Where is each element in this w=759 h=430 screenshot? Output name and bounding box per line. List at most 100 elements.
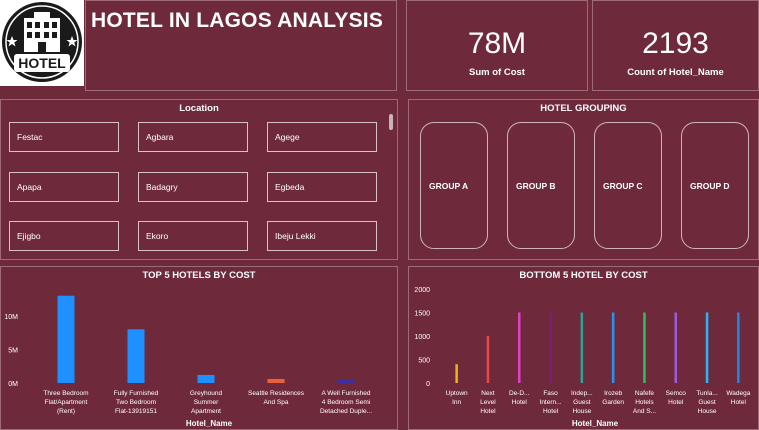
x-axis-label: Hotel_Name bbox=[572, 419, 619, 428]
location-item[interactable]: Agege bbox=[267, 122, 377, 152]
bar bbox=[643, 312, 646, 383]
hotel-logo: HOTEL bbox=[0, 0, 84, 86]
group-label: GROUP C bbox=[603, 181, 643, 191]
x-tick-label: Semco bbox=[666, 390, 687, 397]
x-tick-label: A Well Furnished bbox=[321, 390, 370, 397]
group-a-button[interactable]: GROUP A bbox=[420, 122, 488, 249]
x-tick-label: Next bbox=[481, 390, 495, 397]
x-tick-label: Irozeb bbox=[604, 390, 622, 397]
bar bbox=[549, 312, 552, 383]
x-tick-label: Hotels bbox=[635, 399, 654, 406]
kpi-value: 78M bbox=[467, 27, 527, 60]
x-tick-label: Flat/Apartment bbox=[45, 399, 88, 406]
y-tick-label: 500 bbox=[418, 358, 430, 365]
y-tick-label: 1000 bbox=[414, 334, 430, 341]
bar bbox=[57, 295, 75, 383]
page-title: HOTEL IN LAGOS ANALYSIS bbox=[91, 9, 384, 32]
x-tick-label: Faso bbox=[543, 390, 558, 397]
bottom5-chart-title: BOTTOM 5 HOTEL BY COST bbox=[519, 270, 648, 281]
bottom5-chart-panel: BOTTOM 5 HOTEL BY COST 0 500 1000 1500 2000 U… bbox=[408, 266, 759, 430]
x-tick-label: Garden bbox=[602, 399, 624, 406]
y-tick-label: 0 bbox=[426, 381, 430, 388]
bottom5-chart: 0 500 1000 1500 2000 Uptown Inn Next Level Hotel D… bbox=[414, 287, 750, 428]
x-tick-label: Level bbox=[480, 399, 496, 406]
bar bbox=[611, 312, 615, 383]
bar bbox=[337, 379, 355, 383]
bar bbox=[197, 374, 215, 383]
location-slicer-title: Location bbox=[179, 103, 219, 114]
top5-chart-title: TOP 5 HOTELS BY COST bbox=[142, 270, 256, 281]
location-item[interactable]: Festac bbox=[9, 122, 119, 152]
x-tick-label: Flat-13919151 bbox=[115, 408, 157, 415]
x-tick-label: And Spa bbox=[264, 399, 289, 406]
bar bbox=[455, 364, 458, 383]
kpi-label: Count of Hotel_Name bbox=[627, 67, 724, 78]
x-tick-label: Tunla... bbox=[696, 390, 718, 397]
x-tick-label: Hotel bbox=[731, 399, 747, 406]
x-tick-label: Intern... bbox=[540, 399, 562, 406]
hotel-logo-graphic: HOTEL bbox=[2, 2, 82, 82]
bar bbox=[127, 329, 145, 383]
group-b-button[interactable]: GROUP B bbox=[507, 122, 575, 249]
location-item[interactable]: Agbara bbox=[138, 122, 248, 152]
x-tick-label: Uptown bbox=[446, 390, 468, 397]
x-tick-label: Guest bbox=[573, 399, 591, 406]
x-tick-label: Wadega bbox=[726, 390, 750, 397]
bar bbox=[580, 312, 584, 383]
x-tick-label: House bbox=[572, 408, 591, 415]
x-tick-label: Hotel bbox=[668, 399, 684, 406]
x-tick-label: Apartment bbox=[191, 408, 221, 415]
top5-chart-panel: TOP 5 HOTELS BY COST 0M 5M 10M Three Bedroo… bbox=[0, 266, 398, 430]
hotel-grouping-title: HOTEL GROUPING bbox=[540, 103, 627, 114]
x-tick-label: (Rent) bbox=[57, 408, 75, 415]
x-tick-label: Indep... bbox=[571, 390, 593, 397]
bar bbox=[267, 378, 285, 383]
x-tick-label: Hotel bbox=[480, 408, 496, 415]
x-tick-label: De-D... bbox=[509, 390, 530, 397]
title-panel: HOTEL IN LAGOS ANALYSIS bbox=[85, 0, 397, 91]
x-tick-label: 4 Bedroom Semi bbox=[322, 399, 370, 406]
group-label: GROUP B bbox=[516, 181, 556, 191]
y-tick-label: 2000 bbox=[414, 287, 430, 294]
y-tick-label: 10M bbox=[4, 314, 18, 321]
x-tick-label: Summer bbox=[194, 399, 219, 406]
location-item[interactable]: Ekoro bbox=[138, 221, 248, 251]
x-tick-label: Greyhound bbox=[190, 390, 223, 397]
x-tick-label: Guest bbox=[698, 399, 716, 406]
bar bbox=[518, 312, 521, 383]
x-tick-label: Nafefe bbox=[635, 390, 655, 397]
y-tick-label: 0M bbox=[8, 381, 18, 388]
bar bbox=[705, 312, 709, 383]
x-tick-label: Inn bbox=[452, 399, 461, 406]
x-tick-label: Hotel bbox=[512, 399, 528, 406]
kpi-card-count: 2193 Count of Hotel_Name bbox=[592, 0, 759, 91]
bar bbox=[737, 312, 740, 383]
x-tick-label: Hotel bbox=[543, 408, 559, 415]
x-tick-label: Two Bedroom bbox=[116, 399, 156, 406]
location-item[interactable]: Apapa bbox=[9, 172, 119, 202]
x-tick-label: Seattle Residences bbox=[248, 390, 305, 397]
group-label: GROUP A bbox=[429, 181, 469, 191]
y-tick-label: 5M bbox=[8, 347, 18, 354]
kpi-card-cost: 78M Sum of Cost bbox=[406, 0, 588, 91]
kpi-value: 2193 bbox=[642, 27, 709, 60]
group-c-button[interactable]: GROUP C bbox=[594, 122, 662, 249]
location-item[interactable]: Egbeda bbox=[267, 172, 377, 202]
x-tick-label: Detached Duple... bbox=[320, 408, 372, 415]
bar bbox=[486, 336, 490, 383]
group-d-button[interactable]: GROUP D bbox=[681, 122, 749, 249]
location-item[interactable]: Badagry bbox=[138, 172, 248, 202]
kpi-label: Sum of Cost bbox=[469, 67, 525, 78]
y-tick-label: 1500 bbox=[414, 311, 430, 318]
bar bbox=[674, 312, 677, 383]
x-tick-label: Fully Furnished bbox=[114, 390, 159, 397]
logo-text: HOTEL bbox=[18, 55, 66, 71]
location-item[interactable]: Ibeju Lekki bbox=[267, 221, 377, 251]
group-label: GROUP D bbox=[690, 181, 730, 191]
x-tick-label: Three Bedroom bbox=[43, 390, 88, 397]
location-item[interactable]: Ejigbo bbox=[9, 221, 119, 251]
location-scrollbar[interactable] bbox=[389, 114, 393, 130]
x-tick-label: House bbox=[698, 408, 717, 415]
top5-chart: 0M 5M 10M Three Bedroom Flat/Apartment (Rent)… bbox=[4, 295, 372, 428]
x-axis-label: Hotel_Name bbox=[186, 419, 233, 428]
